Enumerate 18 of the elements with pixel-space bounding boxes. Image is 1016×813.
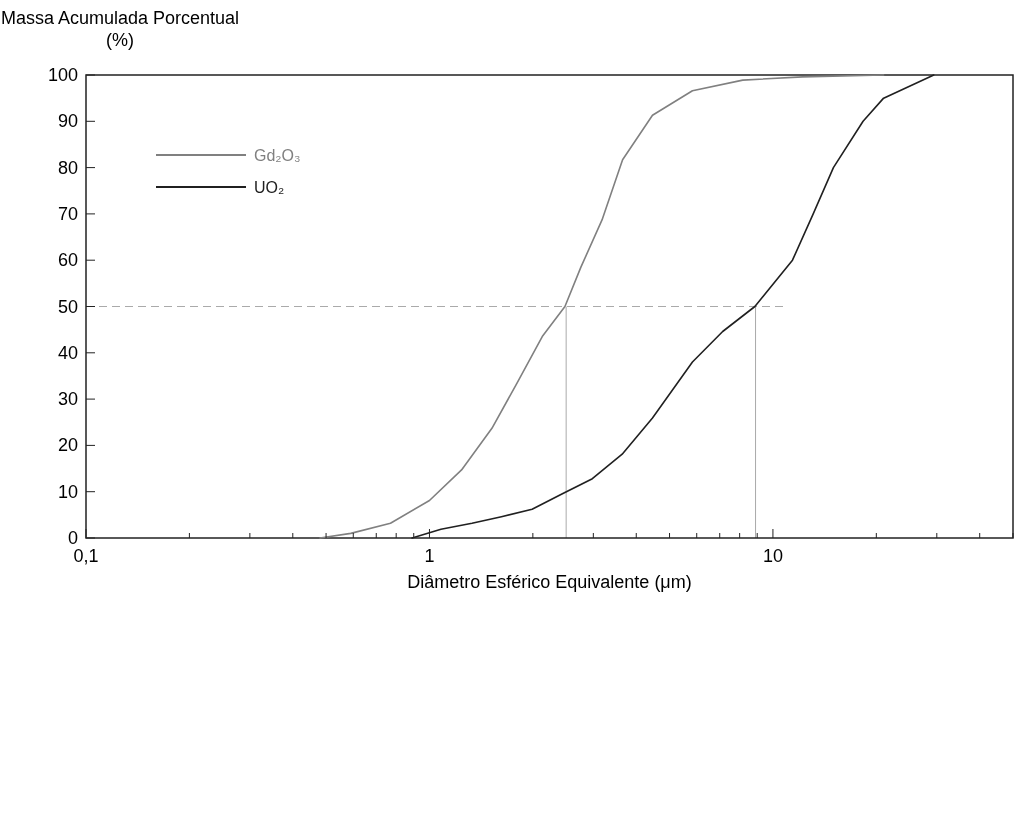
y-tick-label: 90 xyxy=(57,111,78,132)
y-tick-label: 80 xyxy=(57,157,78,178)
y-tick-label: 100 xyxy=(47,65,78,85)
y-tick-label: 60 xyxy=(57,250,78,271)
y-axis-title: Massa Acumulada Porcentual (%) xyxy=(0,8,240,50)
y-tick-label: 10 xyxy=(57,481,78,502)
y-tick-label: 30 xyxy=(57,389,78,410)
y-tick-label: 50 xyxy=(57,296,78,317)
y-tick-label: 20 xyxy=(57,435,78,456)
y-tick-label: 40 xyxy=(57,342,78,363)
x-tick-label: 0,1 xyxy=(73,546,99,566)
x-tick-label: 10 xyxy=(762,546,783,566)
x-tick-label: 1 xyxy=(424,546,435,566)
text: UO₂ xyxy=(254,179,285,196)
y-tick-label: 0 xyxy=(67,528,78,548)
text: Gd₂O₃ xyxy=(254,147,301,164)
x-axis-title: Diâmetro Esférico Equivalente (μm) xyxy=(407,572,692,592)
y-tick-label: 70 xyxy=(57,203,78,224)
